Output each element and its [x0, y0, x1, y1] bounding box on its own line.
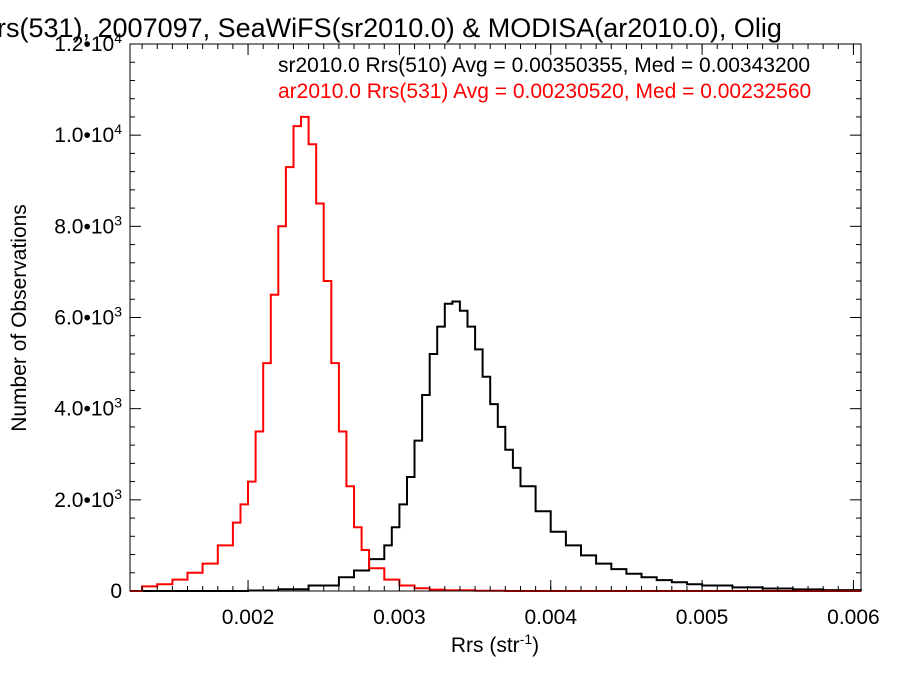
y-ticks: 0 2.0•103 4.0•103 6.0•103 8.0•103 1.0•104 1.2•… — [54, 30, 861, 603]
y-tick-label: 1.2•104 — [54, 30, 122, 56]
x-tick-label: 0.006 — [827, 606, 880, 629]
x-axis-label-superscript: -1 — [520, 631, 533, 647]
legend: sr2010.0 Rrs(510) Avg = 0.00350355, Med … — [278, 54, 811, 103]
x-tick-label: 0.005 — [676, 606, 729, 629]
x-tick-label: 0.002 — [222, 606, 275, 629]
x-axis-label: Rrs (str-1) — [451, 631, 539, 657]
chart-title: rs(531), 2007097, SeaWiFS(sr2010.0) & MO… — [0, 13, 782, 43]
y-tick-label: 2.0•103 — [54, 486, 122, 512]
y-tick-label: 0 — [110, 580, 122, 603]
x-ticks: 0.002 0.003 0.004 0.005 0.006 — [141, 44, 880, 629]
legend-entry-1: sr2010.0 Rrs(510) Avg = 0.00350355, Med … — [278, 54, 810, 77]
x-axis-label-tail: ) — [532, 634, 539, 657]
x-tick-label: 0.003 — [373, 606, 426, 629]
y-tick-label: 8.0•103 — [54, 212, 122, 238]
series-line-2 — [130, 115, 861, 592]
y-tick-label: 4.0•103 — [54, 395, 122, 421]
plot-marks — [129, 43, 862, 592]
series-line-1 — [130, 300, 862, 592]
x-tick-label: 0.004 — [524, 606, 577, 629]
y-axis-label: Number of Observations — [8, 204, 31, 432]
y-tick-label: 1.0•104 — [54, 121, 122, 147]
svg-text:Rrs (str-1): Rrs (str-1) — [451, 631, 539, 657]
x-axis-label-text: Rrs (str — [451, 634, 520, 657]
legend-entry-2: ar2010.0 Rrs(531) Avg = 0.00230520, Med … — [278, 80, 811, 103]
y-tick-label: 6.0•103 — [54, 304, 122, 330]
